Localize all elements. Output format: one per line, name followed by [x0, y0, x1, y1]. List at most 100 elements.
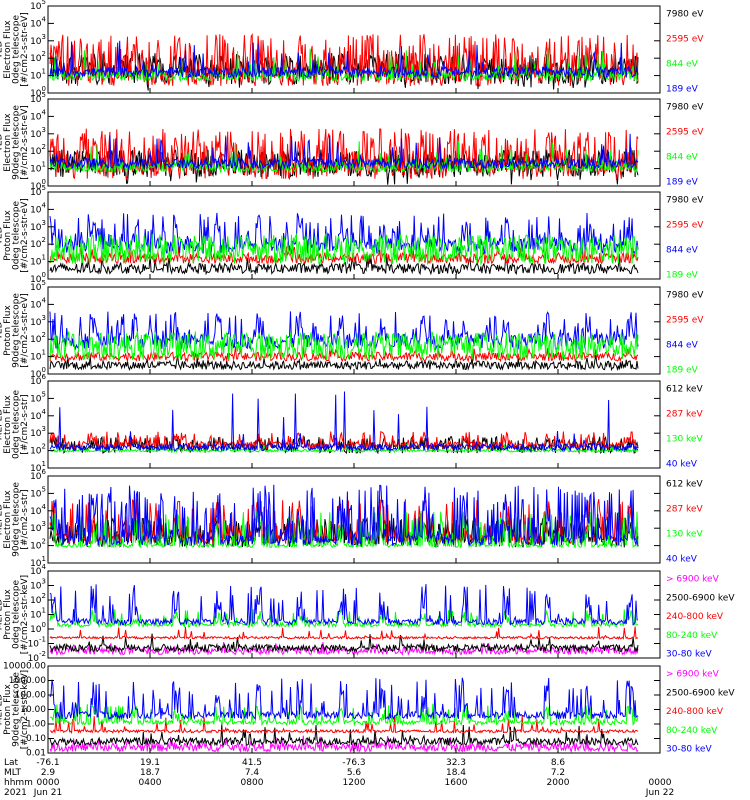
series-240-800-kev-line	[49, 715, 639, 735]
legend-blue-label: 40 keV	[666, 555, 698, 565]
series-80-240-kev-line	[49, 703, 639, 727]
legend-black-label: 7980 eV	[666, 196, 704, 206]
legend-black-label: 612 keV	[666, 480, 703, 490]
legend-red-label: 2595 eV	[666, 35, 704, 45]
y-tick-label: 103	[30, 126, 46, 140]
y-tick-label: 104	[30, 563, 46, 577]
series-189-ev-line	[49, 40, 639, 79]
axis-row-value: 32.3	[446, 758, 466, 768]
y-tick-label: 100	[30, 178, 46, 192]
axis-row-label: 2021	[4, 788, 27, 798]
legend-black-label: 7980 eV	[666, 291, 704, 301]
y-tick-label: 10.00	[20, 705, 46, 715]
legend-green-label: 130 keV	[666, 530, 703, 540]
series-189-ev-line	[49, 331, 639, 361]
y-tick-label: 103	[30, 578, 46, 592]
series-40-kev-line	[49, 484, 639, 547]
y-tick-label: 105	[30, 390, 46, 404]
legend-green-label: 130 keV	[666, 435, 703, 445]
legend-blue-label: 30-80 keV	[666, 650, 712, 660]
y-tick-label: 104	[30, 503, 46, 517]
legend-blue-label: 30-80 keV	[666, 745, 712, 755]
series-189-ev-line	[49, 133, 639, 171]
axis-row-value: 2.9	[41, 768, 56, 778]
axis-row-value: 2000	[547, 778, 570, 788]
legend-magenta-label: > 6900 keV	[666, 670, 720, 680]
y-tick-label: 105	[30, 485, 46, 499]
legend-red-label: 2595 eV	[666, 128, 704, 138]
y-tick-label: 102	[30, 538, 46, 552]
axis-row-value: 0000	[649, 778, 672, 788]
legend-red-label: 287 keV	[666, 410, 703, 420]
y-tick-label: 103	[30, 314, 46, 328]
axis-row-value: 7.2	[551, 768, 565, 778]
legend-blue-label: 844 eV	[666, 246, 699, 256]
y-tick-label: 105	[30, 279, 46, 293]
y-tick-label: 100	[30, 621, 46, 635]
legend-green-label: 844 eV	[666, 60, 699, 70]
y-tick-label: 100	[30, 366, 46, 380]
plot-frame	[47, 380, 661, 469]
y-tick-label: 101	[30, 68, 46, 82]
series--6900-kev-line	[49, 642, 639, 656]
legend-blue-label: 189 eV	[666, 85, 699, 95]
y-tick-label: 100.00	[15, 691, 47, 701]
axis-row-label: hhmm	[4, 778, 33, 788]
legend-green-label: 80-240 keV	[666, 631, 718, 641]
legend-green-label: 189 eV	[666, 366, 699, 376]
y-tick-label: 102	[30, 236, 46, 250]
y-tick-label: 104	[30, 408, 46, 422]
y-tick-label: 0.01	[26, 749, 46, 759]
y-tick-label: 106	[30, 373, 46, 387]
series-2500-6900-kev-line	[49, 724, 639, 747]
legend-red-label: 2595 eV	[666, 316, 704, 326]
axis-row-value: 1200	[343, 778, 366, 788]
y-tick-label: 10-1	[28, 636, 46, 650]
axis-row-value: 0000	[37, 778, 60, 788]
series-189-ev-line	[49, 232, 639, 266]
y-tick-label: 1000.00	[9, 676, 46, 686]
panel-8: 0.01 0.10 1.00 10.00 100.00 1000.00 10000.00ME…	[0, 662, 735, 759]
y-tick-label: 101	[30, 460, 46, 474]
y-tick-label: 1.00	[26, 720, 46, 730]
y-tick-label: 101	[30, 349, 46, 363]
series-7980-ev-line	[49, 354, 639, 372]
legend-black-label: 2500-6900 keV	[666, 688, 735, 698]
y-tick-label: 0.10	[26, 734, 46, 744]
legend-blue-label: 40 keV	[666, 460, 698, 470]
axis-row-value: Jun 21	[33, 788, 62, 798]
series-844-ev-line	[49, 140, 639, 174]
y-tick-label: 103	[30, 219, 46, 233]
legend-red-label: 2595 eV	[666, 221, 704, 231]
legend-red-label: 287 keV	[666, 505, 703, 515]
y-tick-label: 102	[30, 143, 46, 157]
y-tick-label: 102	[30, 443, 46, 457]
axis-row-value: Jun 22	[645, 788, 674, 798]
y-tick-label: 104	[30, 108, 46, 122]
series-40-kev-line	[49, 391, 639, 453]
y-tick-label: 10000.00	[3, 662, 46, 672]
axis-row-value: 41.5	[242, 758, 262, 768]
y-tick-label: 100	[30, 85, 46, 99]
y-tick-label: 106	[30, 468, 46, 482]
series-7980-ev-line	[49, 254, 639, 276]
y-tick-label: 10-2	[28, 650, 46, 664]
axis-row-value: 19.1	[140, 758, 160, 768]
y-tick-label: 101	[30, 555, 46, 569]
y-tick-label: 101	[30, 254, 46, 268]
series-30-80-kev-line	[49, 584, 639, 627]
axis-row-label: Lat	[4, 758, 19, 768]
series-844-ev-line	[49, 212, 639, 255]
legend-magenta-label: > 6900 keV	[666, 575, 720, 585]
y-tick-label: 103	[30, 520, 46, 534]
y-axis-label: MEPEDProton Flux0deg telescope[#/cm2-s-s…	[0, 575, 30, 654]
legend-green-label: 189 eV	[666, 271, 699, 281]
y-tick-label: 102	[30, 50, 46, 64]
legend-green-label: 80-240 keV	[666, 726, 718, 736]
